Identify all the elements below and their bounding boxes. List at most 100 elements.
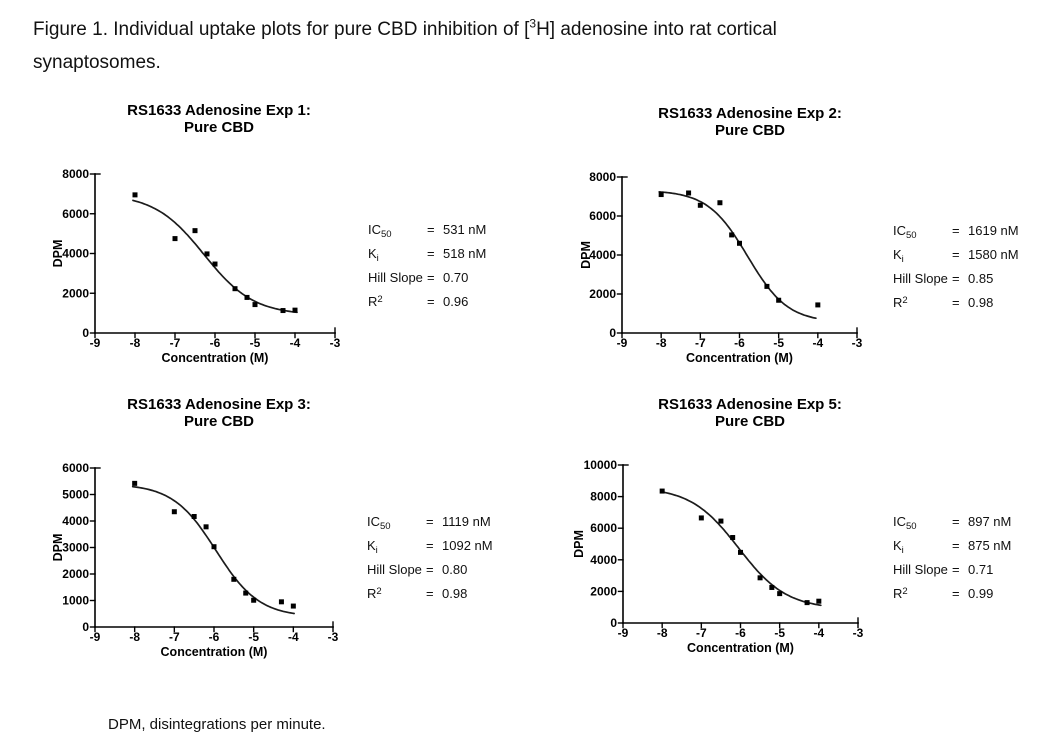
stat-value: 0.96 bbox=[443, 294, 469, 309]
x-tick-label: -6 bbox=[735, 626, 746, 640]
y-tick-label: 5000 bbox=[62, 488, 89, 502]
x-tick-label: -8 bbox=[129, 630, 140, 644]
x-tick-label: -4 bbox=[288, 630, 299, 644]
data-point bbox=[132, 480, 138, 486]
stat-row-r2: R2 = 0.98 bbox=[367, 586, 468, 601]
x-tick-label: -4 bbox=[812, 336, 823, 350]
y-tick-label: 0 bbox=[610, 616, 617, 630]
x-axis-title: Concentration (M) bbox=[162, 351, 269, 365]
data-point bbox=[729, 232, 735, 238]
fit-curve bbox=[658, 190, 817, 320]
data-point bbox=[738, 549, 743, 555]
caption-text: H] adenosine into rat cortical bbox=[536, 19, 777, 41]
data-point bbox=[172, 236, 178, 242]
stat-row-hill: Hill Slope = 0.70 bbox=[368, 270, 469, 285]
stat-row-hill: Hill Slope = 0.80 bbox=[367, 562, 468, 577]
data-point bbox=[243, 590, 249, 596]
stat-value: 0.99 bbox=[968, 586, 994, 601]
data-point bbox=[171, 509, 177, 515]
y-tick-label: 6000 bbox=[590, 521, 617, 535]
data-point bbox=[278, 599, 284, 605]
stat-value: 1619 nM bbox=[968, 223, 1019, 238]
y-tick-label: 8000 bbox=[589, 170, 616, 184]
stat-row-hill: Hill Slope = 0.85 bbox=[893, 271, 994, 286]
chart-title-line1: RS1633 Adenosine Exp 2: bbox=[658, 105, 842, 122]
data-point bbox=[203, 524, 209, 530]
y-tick-label: 8000 bbox=[590, 490, 617, 504]
y-tick-label: 4000 bbox=[62, 514, 89, 528]
stat-row-ki: Ki = 875 nM bbox=[893, 538, 1012, 556]
y-axis-title: DPM bbox=[572, 530, 586, 558]
data-point bbox=[211, 544, 217, 550]
data-point bbox=[816, 598, 822, 604]
y-tick-label: 0 bbox=[82, 620, 89, 634]
data-point bbox=[815, 302, 821, 308]
data-point bbox=[191, 513, 197, 519]
data-point bbox=[718, 518, 724, 524]
data-point bbox=[280, 308, 286, 314]
data-point bbox=[730, 535, 736, 541]
x-tick-label: -6 bbox=[734, 336, 745, 350]
stat-row-hill: Hill Slope = 0.71 bbox=[893, 562, 994, 577]
y-tick-label: 6000 bbox=[589, 209, 616, 223]
figure-caption: Figure 1. Individual uptake plots for pu… bbox=[33, 8, 933, 79]
stat-row-r2: R2 = 0.99 bbox=[893, 586, 994, 601]
chart-title-exp1: RS1633 Adenosine Exp 1: Pure CBD bbox=[94, 102, 344, 136]
stat-value: 875 nM bbox=[968, 538, 1012, 553]
data-point bbox=[717, 200, 723, 206]
x-tick-label: -8 bbox=[657, 626, 668, 640]
data-point bbox=[232, 286, 238, 292]
chart-title-line2: Pure CBD bbox=[183, 118, 254, 136]
stat-value: 1119 nM bbox=[442, 514, 491, 529]
stat-value: 0.80 bbox=[442, 562, 468, 577]
y-tick-label: 1000 bbox=[62, 594, 89, 608]
data-point bbox=[204, 251, 210, 257]
stat-row-r2: R2 = 0.96 bbox=[368, 294, 469, 309]
data-point bbox=[697, 202, 703, 208]
x-tick-label: -9 bbox=[90, 336, 101, 350]
fit-stats-exp1: IC50 = 531 nM Ki = 518 nM Hill Slope = 0.70 R2… bbox=[368, 219, 486, 315]
x-tick-label: -5 bbox=[773, 336, 784, 350]
stat-row-ki: Ki = 1092 nM bbox=[367, 538, 493, 556]
data-point bbox=[659, 488, 665, 494]
x-tick-label: -5 bbox=[250, 336, 261, 350]
x-tick-label: -3 bbox=[330, 336, 341, 350]
y-tick-label: 0 bbox=[609, 326, 616, 340]
x-tick-label: -7 bbox=[169, 630, 180, 644]
y-tick-label: 2000 bbox=[589, 287, 616, 301]
stat-value: 897 nM bbox=[968, 514, 1012, 529]
stat-row-r2: R2 = 0.98 bbox=[893, 295, 994, 310]
y-tick-label: 10000 bbox=[584, 458, 618, 472]
stat-row-ki: Ki = 1580 nM bbox=[893, 247, 1019, 265]
x-tick-label: -8 bbox=[656, 336, 667, 350]
stat-row-ic50: IC50 = 1619 nM bbox=[893, 223, 1019, 241]
fit-stats-exp2: IC50 = 1619 nM Ki = 1580 nM Hill Slope = 0.85 … bbox=[893, 220, 1019, 316]
x-tick-label: -3 bbox=[328, 630, 339, 644]
stat-value: 0.98 bbox=[968, 295, 994, 310]
data-point bbox=[764, 283, 770, 289]
chart-title-line2: Pure CBD bbox=[714, 412, 785, 430]
stat-row-ki: Ki = 518 nM bbox=[368, 246, 487, 264]
y-axis-title: DPM bbox=[51, 534, 65, 562]
x-tick-label: -3 bbox=[852, 336, 863, 350]
stat-value: 531 nM bbox=[443, 222, 487, 237]
stat-value: 0.70 bbox=[443, 270, 469, 285]
x-tick-label: -5 bbox=[248, 630, 259, 644]
data-point bbox=[698, 515, 704, 521]
fit-stats-exp3: IC50 = 1119 nM Ki = 1092 nM Hill Slope = 0.80 … bbox=[367, 511, 493, 607]
x-tick-label: -7 bbox=[695, 336, 706, 350]
data-point bbox=[251, 597, 257, 603]
x-tick-label: -9 bbox=[90, 630, 101, 644]
chart-title-line1: RS1633 Adenosine Exp 5: bbox=[658, 396, 842, 413]
caption-line2: synaptosomes. bbox=[33, 52, 161, 74]
chart-title-line2: Pure CBD bbox=[183, 412, 254, 430]
caption-superscript: 3 bbox=[529, 17, 537, 31]
y-tick-label: 3000 bbox=[62, 541, 89, 555]
x-tick-label: -6 bbox=[209, 630, 220, 644]
fit-curve bbox=[132, 199, 298, 314]
data-point bbox=[290, 603, 296, 609]
stat-row-ic50: IC50 = 531 nM bbox=[368, 222, 487, 240]
y-tick-label: 4000 bbox=[589, 248, 616, 262]
y-tick-label: 6000 bbox=[62, 207, 89, 221]
